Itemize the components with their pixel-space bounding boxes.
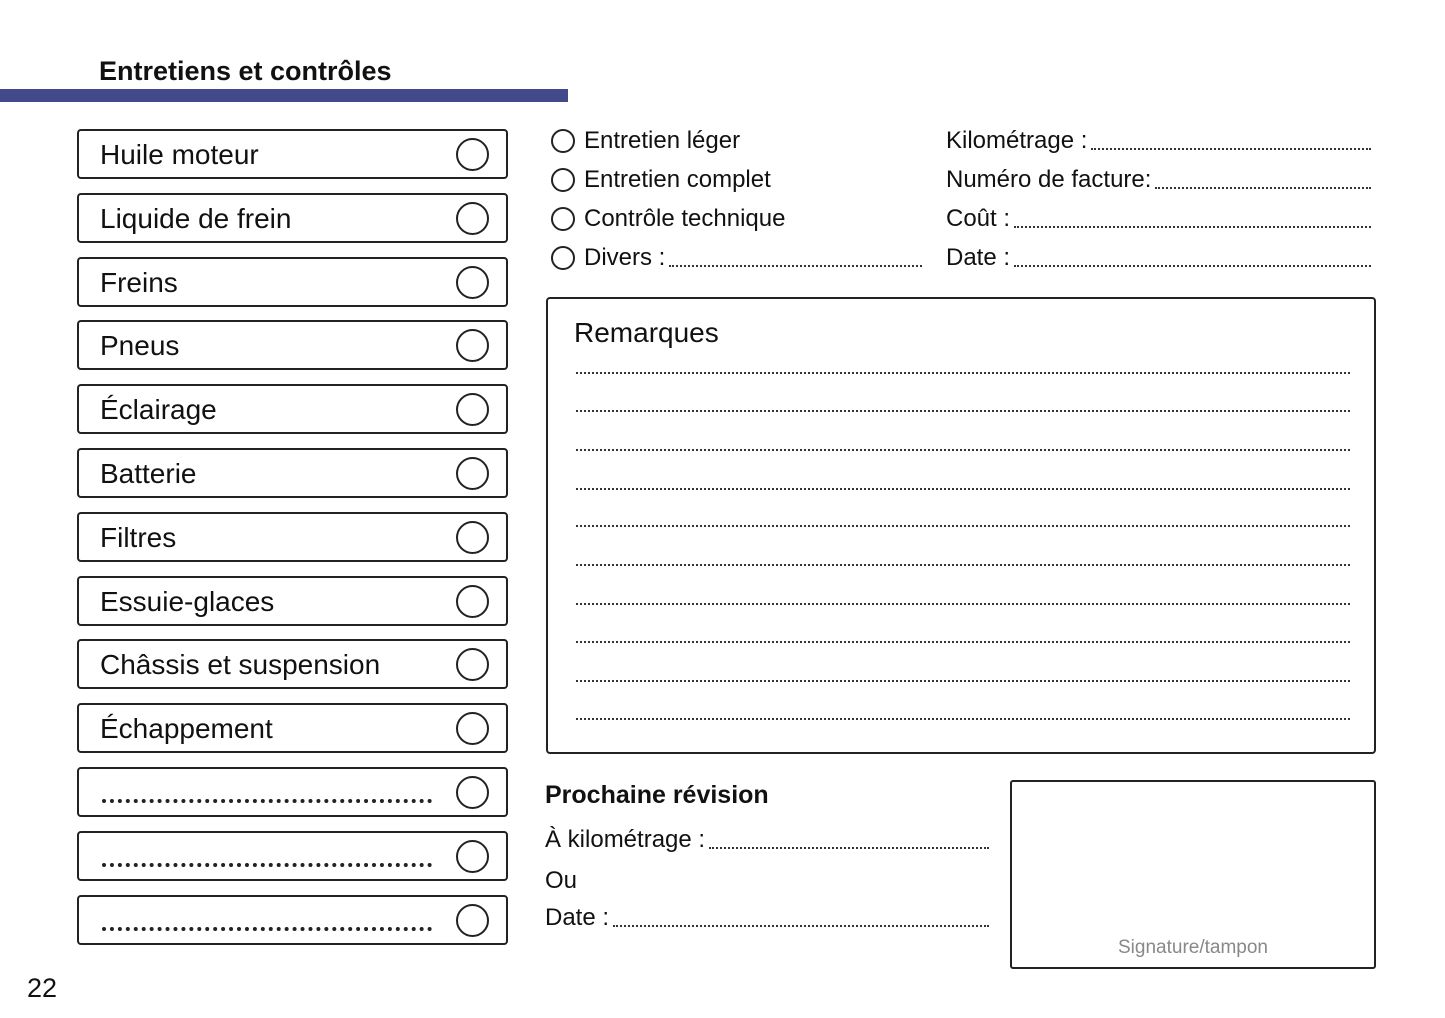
remarks-line <box>576 449 1350 451</box>
checklist-item-label: Huile moteur <box>100 139 259 170</box>
field-label: Date : <box>946 244 1011 271</box>
service-field[interactable]: Coût : <box>946 205 1371 233</box>
checkbox-circle[interactable] <box>456 201 489 235</box>
radio-circle[interactable] <box>551 129 575 153</box>
page-number: 22 <box>27 973 58 1003</box>
field-label: Coût : <box>946 205 1011 232</box>
checklist-item[interactable]: Essuie-glaces <box>77 575 508 626</box>
checkbox-circle[interactable] <box>456 265 489 299</box>
checklist-item[interactable] <box>77 767 508 817</box>
checkbox-circle[interactable] <box>456 712 489 746</box>
fill-line <box>1091 148 1371 150</box>
service-type-option[interactable]: Entretien léger <box>551 127 740 155</box>
remarks-line <box>576 641 1350 643</box>
service-field[interactable]: Date : <box>946 244 1371 272</box>
blank-fill-line[interactable] <box>102 926 432 931</box>
page-title: Entretiens et contrôles <box>99 56 392 86</box>
signature-label: Signature/tampon <box>1118 937 1268 958</box>
option-label: Contrôle technique <box>584 205 786 232</box>
service-type-option[interactable]: Divers : <box>551 244 922 272</box>
checkbox-circle[interactable] <box>456 457 489 490</box>
checklist-item[interactable]: Freins <box>77 256 508 307</box>
checkbox-circle[interactable] <box>456 776 489 809</box>
checklist-item-label: Liquide de frein <box>100 202 292 234</box>
next-service-title: Prochaine révision <box>545 781 769 809</box>
signature-box[interactable]: Signature/tampon <box>1010 780 1376 969</box>
remarks-line <box>576 488 1350 490</box>
checklist-item-label: Freins <box>100 266 178 298</box>
checklist-item[interactable]: Éclairage <box>77 384 508 435</box>
checklist-item[interactable]: Huile moteur <box>77 129 508 179</box>
checklist-item-label: Éclairage <box>100 394 217 426</box>
service-field[interactable]: Kilométrage : <box>946 127 1371 155</box>
checklist-item-label: Essuie-glaces <box>100 585 275 617</box>
blank-fill-line[interactable] <box>102 862 432 867</box>
fill-line <box>669 265 922 267</box>
title-underline-bar <box>0 89 568 102</box>
checkbox-circle[interactable] <box>456 584 489 618</box>
option-label: Entretien léger <box>584 127 741 154</box>
fill-line <box>1155 187 1371 189</box>
remarks-line <box>576 718 1350 720</box>
checklist-item[interactable]: Liquide de frein <box>77 192 508 243</box>
checklist-item-label: Filtres <box>100 521 177 553</box>
checklist-item[interactable]: Échappement <box>77 703 508 754</box>
next-mileage-label: À kilométrage : <box>545 826 706 853</box>
checklist-item[interactable] <box>77 830 508 881</box>
option-label: Divers : <box>584 244 666 271</box>
service-type-option[interactable]: Contrôle technique <box>551 205 785 233</box>
checklist-item[interactable]: Châssis et suspension <box>77 639 508 690</box>
field-label: Numéro de facture: <box>946 166 1152 193</box>
radio-circle[interactable] <box>551 168 575 192</box>
checklist-item[interactable]: Filtres <box>77 511 508 562</box>
option-label: Entretien complet <box>584 166 771 193</box>
next-mileage-field[interactable]: À kilométrage : <box>545 826 989 854</box>
or-label: Ou <box>545 867 578 894</box>
checklist-item[interactable]: Pneus <box>77 320 508 371</box>
fill-line <box>613 925 989 927</box>
checklist-item-label: Pneus <box>100 330 180 362</box>
checklist-item[interactable] <box>77 894 508 945</box>
fill-line <box>709 847 989 849</box>
checklist-item[interactable]: Batterie <box>77 448 508 498</box>
next-date-field[interactable]: Date : <box>545 904 989 932</box>
checkbox-circle[interactable] <box>456 839 489 873</box>
service-type-option[interactable]: Entretien complet <box>551 166 771 194</box>
checklist-item-label: Batterie <box>100 458 197 489</box>
remarks-line <box>576 564 1350 566</box>
field-label: Kilométrage : <box>946 127 1088 154</box>
checkbox-circle[interactable] <box>456 648 489 682</box>
service-field[interactable]: Numéro de facture: <box>946 166 1371 194</box>
remarks-line <box>576 372 1350 374</box>
fill-line <box>1014 265 1371 267</box>
remarks-title: Remarques <box>574 317 719 348</box>
remarks-line <box>576 525 1350 527</box>
checkbox-circle[interactable] <box>456 520 489 554</box>
fill-line <box>1014 226 1371 228</box>
remarks-box[interactable]: Remarques <box>546 297 1376 754</box>
checklist-item-label: Châssis et suspension <box>100 649 381 681</box>
radio-circle[interactable] <box>551 246 575 270</box>
remarks-line <box>576 680 1350 682</box>
checklist-item-label: Échappement <box>100 713 273 745</box>
remarks-line <box>576 410 1350 412</box>
blank-fill-line[interactable] <box>102 799 432 803</box>
checkbox-circle[interactable] <box>456 903 489 937</box>
remarks-line <box>576 603 1350 605</box>
checkbox-circle[interactable] <box>456 138 489 171</box>
next-date-label: Date : <box>545 904 610 931</box>
radio-circle[interactable] <box>551 207 575 231</box>
checkbox-circle[interactable] <box>456 329 489 363</box>
checkbox-circle[interactable] <box>456 393 489 427</box>
